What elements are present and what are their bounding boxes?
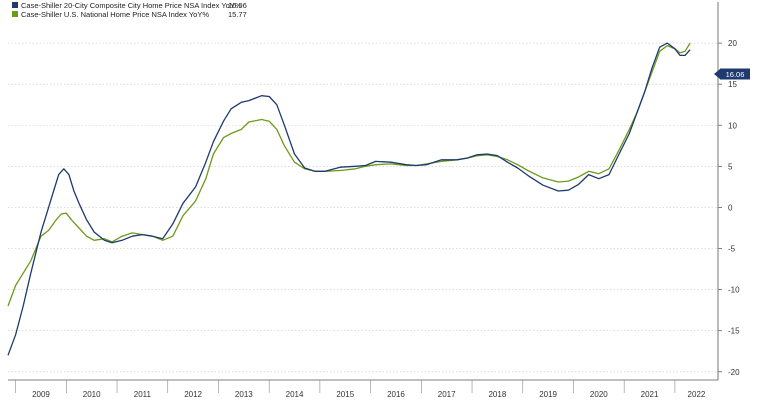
x-tick-label: 2012 bbox=[184, 390, 202, 399]
y-tick-label: -20 bbox=[728, 368, 740, 377]
last-value-box bbox=[720, 68, 750, 80]
series-layer bbox=[7, 42, 691, 356]
x-tick-label: 2022 bbox=[688, 390, 706, 399]
y-tick-label: -15 bbox=[728, 327, 740, 336]
series-line-1 bbox=[7, 42, 691, 356]
y-tick-label: 10 bbox=[728, 121, 737, 130]
y-tick-label: 0 bbox=[728, 203, 733, 212]
x-tick-label: 2015 bbox=[336, 390, 354, 399]
x-tick-label: 2020 bbox=[590, 390, 608, 399]
x-tick-layer: 2009 2010 2011 2012 2013 2014 2015 2016 2017 2018… bbox=[15, 380, 706, 399]
legend-label: Case-Shiller 20-City Composite City Home… bbox=[21, 1, 242, 10]
x-tick-label: 2018 bbox=[488, 390, 506, 399]
axis-layer bbox=[8, 2, 719, 381]
y-tick-label: -5 bbox=[728, 245, 736, 254]
x-tick-label: 2021 bbox=[641, 390, 659, 399]
legend-value: 15.77 bbox=[228, 10, 247, 19]
y-tick-label: 20 bbox=[728, 39, 737, 48]
last-value-label: 16.06 bbox=[726, 70, 745, 79]
series-line-2 bbox=[7, 42, 691, 307]
x-tick-label: 2011 bbox=[134, 390, 152, 399]
x-tick-label: 2014 bbox=[286, 390, 304, 399]
grid-layer bbox=[8, 42, 718, 373]
x-tick-label: 2013 bbox=[235, 390, 253, 399]
legend: Case-Shiller 20-City Composite City Home… bbox=[12, 1, 247, 19]
x-tick-label: 2009 bbox=[32, 390, 50, 399]
y-tick-label: 5 bbox=[728, 162, 733, 171]
x-tick-label: 2016 bbox=[387, 390, 405, 399]
legend-label: Case-Shiller U.S. National Home Price NS… bbox=[21, 10, 209, 19]
legend-swatch bbox=[12, 2, 18, 8]
x-tick-label: 2010 bbox=[83, 390, 101, 399]
x-tick-label: 2019 bbox=[539, 390, 557, 399]
y-tick-label: -10 bbox=[728, 286, 740, 295]
last-value-pointer bbox=[714, 69, 720, 79]
y-tick-label: 15 bbox=[728, 80, 737, 89]
y-tick-layer: -20 -15 -10 -5 0 5 10 15 20 bbox=[718, 39, 740, 377]
last-value-label-layer: 16.06 bbox=[714, 68, 750, 80]
legend-swatch bbox=[12, 11, 18, 17]
legend-value: 16.06 bbox=[228, 1, 247, 10]
x-tick-label: 2017 bbox=[438, 390, 456, 399]
